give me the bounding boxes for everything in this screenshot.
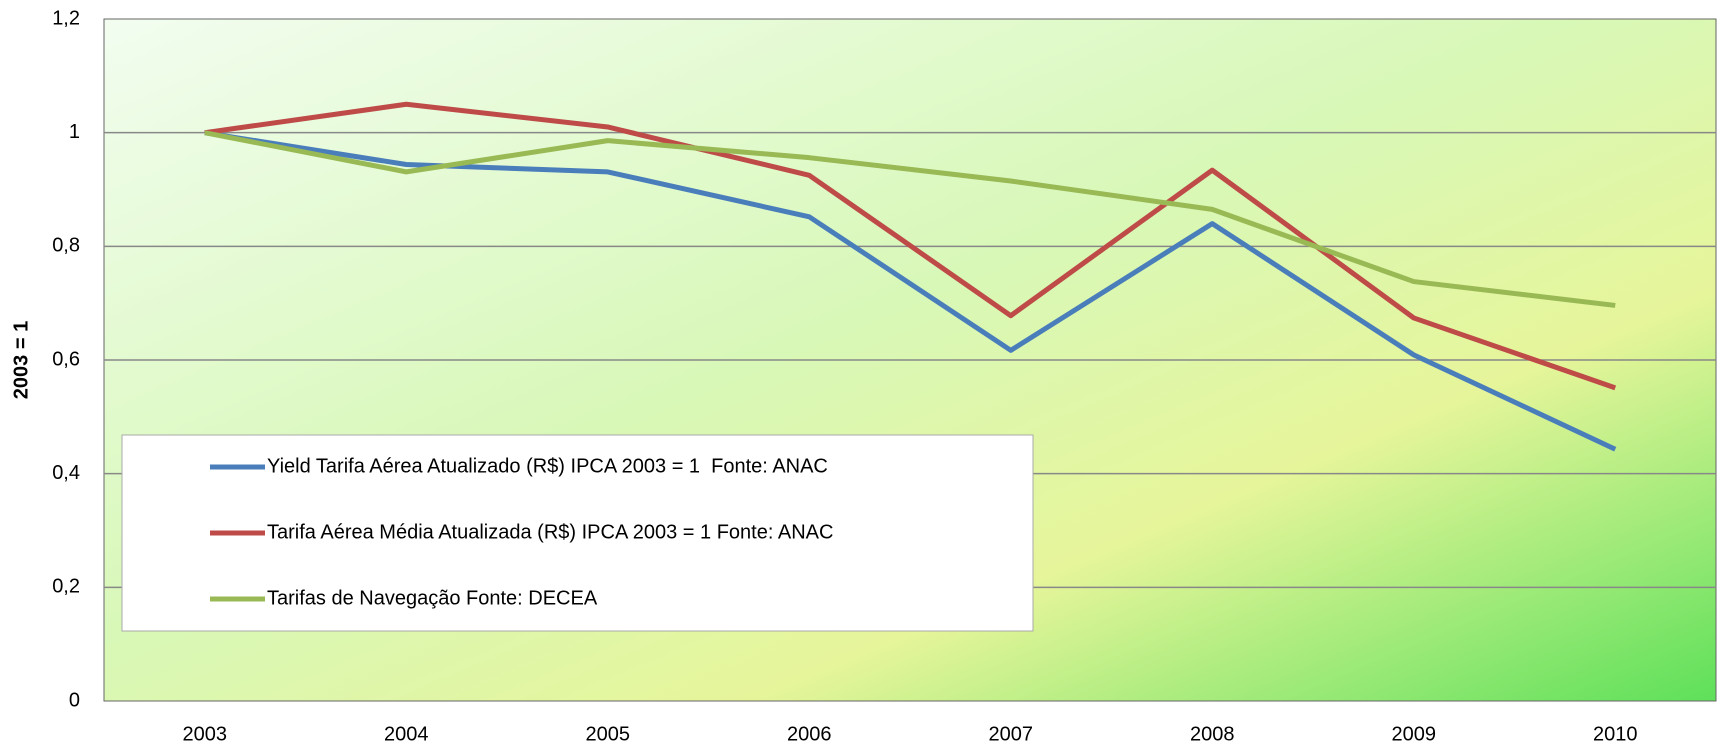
y-tick-label: 0,2: [52, 576, 80, 598]
x-tick-label: 2008: [1190, 723, 1235, 745]
legend-label: Tarifas de Navegação Fonte: DECEA: [267, 587, 598, 609]
legend-box: [121, 434, 1034, 632]
x-tick-label: 2006: [787, 723, 832, 745]
legend-label: Tarifa Aérea Média Atualizada (R$) IPCA …: [267, 521, 833, 543]
x-tick-label: 2010: [1593, 723, 1638, 745]
x-tick-label: 2007: [989, 723, 1034, 745]
y-tick-label: 0,8: [52, 235, 80, 257]
y-tick-label: 1: [69, 121, 80, 143]
y-axis-label: 2003 = 1: [10, 321, 32, 399]
y-tick-label: 0: [69, 689, 80, 711]
x-tick-label: 2003: [183, 723, 228, 745]
series-line: [204, 101, 1617, 391]
y-tick-label: 0,6: [52, 348, 80, 370]
series-line: [204, 130, 1616, 308]
x-tick-label: 2009: [1392, 723, 1437, 745]
x-tick-label: 2005: [586, 723, 631, 745]
y-tick-label: 0,4: [52, 462, 80, 484]
legend-label: Yield Tarifa Aérea Atualizado (R$) IPCA …: [267, 455, 828, 477]
y-tick-label: 1,2: [52, 7, 80, 29]
x-tick-label: 2004: [384, 723, 429, 745]
